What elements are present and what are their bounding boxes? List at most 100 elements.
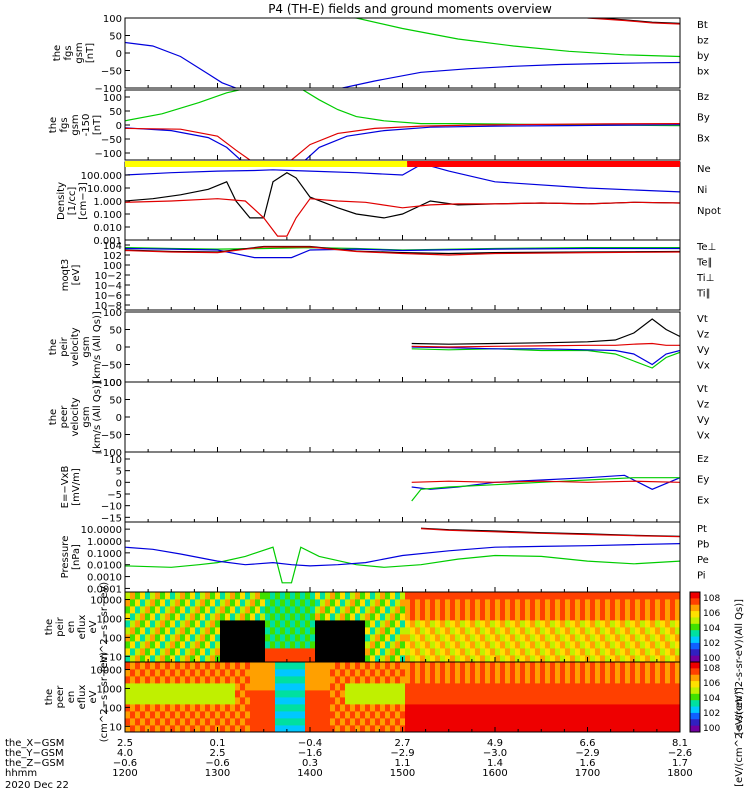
spectrogram-cell — [455, 718, 461, 726]
spectrogram-cell — [560, 613, 566, 621]
spectrogram-cell — [670, 613, 676, 621]
series-blue-line — [125, 162, 680, 193]
spectrogram-cell — [185, 669, 191, 677]
spectrogram-cell — [630, 683, 636, 691]
spectrogram-cell — [230, 704, 236, 712]
spectrogram-cell — [255, 655, 261, 663]
spectrogram-cell — [675, 599, 681, 607]
x-axis-row-label: the_X−GSM — [5, 738, 64, 749]
spectrogram-cell — [375, 711, 381, 719]
spectrogram-cell — [210, 627, 216, 635]
spectrogram-cell — [550, 613, 556, 621]
spectrogram-cell — [340, 718, 346, 726]
y-tick-label: 0 — [116, 49, 122, 60]
spectrogram-cell — [555, 725, 561, 733]
spectrogram-cell — [370, 725, 376, 733]
spectrogram-cell — [295, 718, 301, 726]
spectrogram-cell — [190, 620, 196, 628]
spectrogram-cell — [470, 711, 476, 719]
spectrogram-cell — [140, 662, 146, 670]
y-axis-label: fgs — [63, 45, 74, 60]
spectrogram-cell — [505, 690, 511, 698]
spectrogram-cell — [415, 711, 421, 719]
spectrogram-cell — [615, 655, 621, 663]
legend-entry: Vt — [697, 314, 708, 325]
y-tick-label: 10.0000 — [81, 525, 122, 536]
spectrogram-cell — [515, 648, 521, 656]
spectrogram-cell — [600, 641, 606, 649]
spectrogram-cell — [245, 662, 251, 670]
spectrogram-cell — [235, 669, 241, 677]
spectrogram-cell — [630, 620, 636, 628]
spectrogram-cell — [200, 704, 206, 712]
spectrogram-cell — [385, 627, 391, 635]
spectrogram-cell — [425, 676, 431, 684]
spectrogram-cell — [645, 725, 651, 733]
spectrogram-cell — [250, 697, 256, 705]
spectrogram-cell — [200, 620, 206, 628]
spectrogram-cell — [510, 592, 516, 600]
spectrogram-cell — [675, 634, 681, 642]
spectrogram-cell — [555, 655, 561, 663]
spectrogram-cell — [495, 697, 501, 705]
spectrogram-cell — [535, 641, 541, 649]
spectrogram-cell — [555, 592, 561, 600]
spectrogram-cell — [440, 704, 446, 712]
spectrogram-cell — [410, 711, 416, 719]
spectrogram-cell — [165, 662, 171, 670]
spectrogram-cell — [350, 711, 356, 719]
spectrogram-cell — [360, 592, 366, 600]
spectrogram-cell — [400, 613, 406, 621]
spectrogram-cell — [525, 683, 531, 691]
spectrogram-cell — [225, 620, 231, 628]
spectrogram-cell — [130, 613, 136, 621]
spectrogram-cell — [460, 606, 466, 614]
spectrogram-cell — [605, 690, 611, 698]
spectrogram-cell — [410, 690, 416, 698]
spectrogram-cell — [380, 662, 386, 670]
spectrogram-cell — [490, 655, 496, 663]
spectrogram-cell — [630, 697, 636, 705]
spectrogram-cell — [445, 662, 451, 670]
spectrogram-cell — [480, 697, 486, 705]
spectrogram-cell — [190, 718, 196, 726]
spectrogram-cell — [240, 718, 246, 726]
spectrogram-cell — [490, 676, 496, 684]
spectrogram-cell — [455, 641, 461, 649]
spectrogram-cell — [130, 662, 136, 670]
spectrogram-cell — [495, 690, 501, 698]
spectrogram-cell — [125, 690, 131, 698]
spectrogram-cell — [485, 676, 491, 684]
spectrogram-cell — [250, 669, 256, 677]
spectrogram-cell — [655, 725, 661, 733]
spectrogram-cell — [580, 669, 586, 677]
spectrogram-cell — [460, 599, 466, 607]
spectrogram-cell — [280, 655, 286, 663]
y-axis-label: peer — [59, 405, 70, 429]
spectrogram-cell — [590, 648, 596, 656]
spectrogram-cell — [125, 620, 131, 628]
series-red-line — [587, 18, 680, 25]
spectrogram-cell — [315, 634, 321, 642]
spectrogram-cell — [515, 641, 521, 649]
spectrogram-cell — [155, 662, 161, 670]
spectrogram-cell — [395, 662, 401, 670]
spectrogram-cell — [445, 655, 451, 663]
spectrogram-cell — [180, 711, 186, 719]
y-tick-label: −5 — [107, 490, 122, 501]
spectrogram-cell — [640, 725, 646, 733]
spectrogram-cell — [345, 599, 351, 607]
spectrogram-cell — [500, 641, 506, 649]
spectrogram-cell — [330, 641, 336, 649]
spectrogram-cell — [195, 613, 201, 621]
spectrogram-cell — [480, 669, 486, 677]
spectrogram-cell — [205, 620, 211, 628]
spectrogram-cell — [215, 620, 221, 628]
spectrogram-cell — [630, 592, 636, 600]
spectrogram-cell — [145, 718, 151, 726]
spectrogram-cell — [215, 683, 221, 691]
spectrogram-cell — [500, 669, 506, 677]
spectrogram-cell — [590, 641, 596, 649]
spectrogram-cell — [565, 620, 571, 628]
spectrogram-cell — [535, 676, 541, 684]
